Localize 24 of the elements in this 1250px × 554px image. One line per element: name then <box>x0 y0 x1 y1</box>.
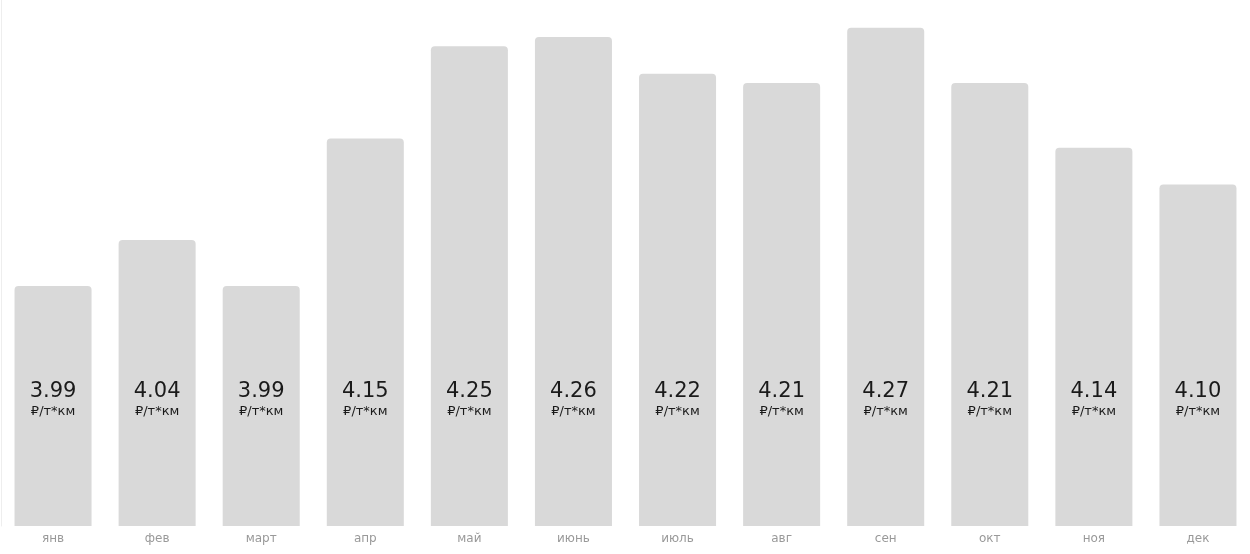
x-tick-label: авг <box>771 531 792 545</box>
x-tick-label: май <box>457 531 482 545</box>
data-label: 4.21 ₽/т*км <box>758 378 806 418</box>
x-tick-label: ноя <box>1082 531 1106 545</box>
x-tick-label: янв <box>41 531 65 545</box>
data-label: 4.15 ₽/т*км <box>341 378 389 418</box>
data-label: 3.99 ₽/т*км <box>237 378 285 418</box>
x-tick-label: июнь <box>557 531 590 545</box>
data-label: 4.21 ₽/т*км <box>966 378 1014 418</box>
x-tick-label: апр <box>353 531 377 545</box>
x-tick-label: июль <box>661 531 694 545</box>
data-label: 4.22 ₽/т*км <box>654 378 701 418</box>
data-label: 3.99 ₽/т*км <box>29 378 77 418</box>
x-tick-label: дек <box>1186 531 1210 545</box>
x-tick-label: сен <box>874 531 897 545</box>
data-label: 4.10 ₽/т*км <box>1174 378 1222 418</box>
data-label: 4.14 ₽/т*км <box>1070 378 1118 418</box>
data-label: 4.27 ₽/т*км <box>862 378 910 418</box>
data-label: 4.26 ₽/т*км <box>550 378 597 418</box>
data-label: 4.04 ₽/т*км <box>133 378 181 418</box>
x-tick-label: фев <box>144 531 170 545</box>
x-tick-label: март <box>245 531 277 545</box>
x-tick-label: окт <box>978 531 1001 545</box>
data-label: 4.25 ₽/т*км <box>445 378 493 418</box>
